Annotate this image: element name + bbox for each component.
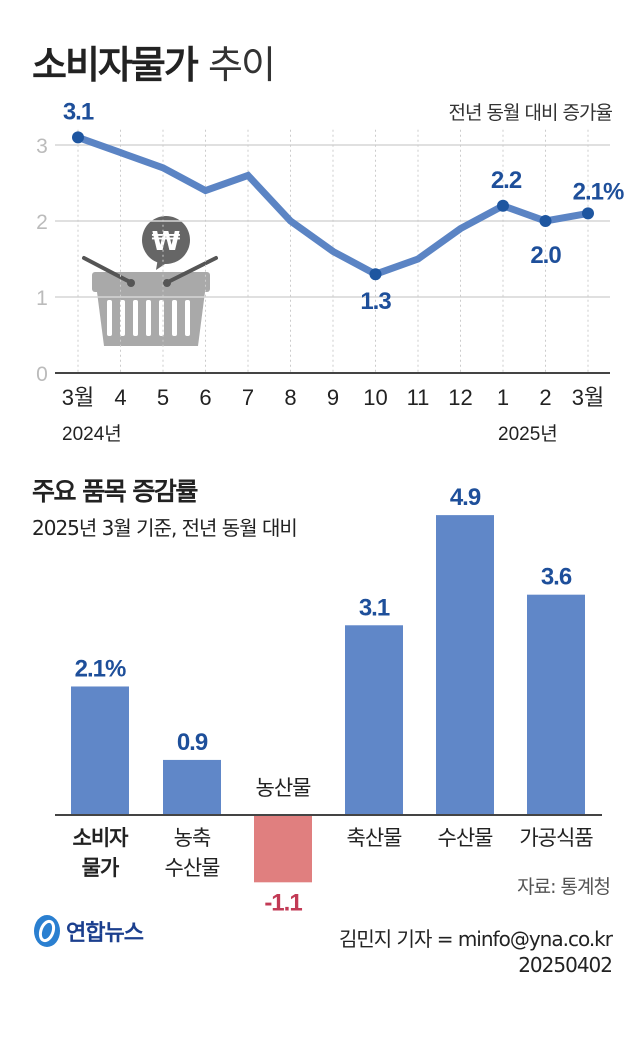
data-point (72, 131, 84, 144)
bar-chart-title: 주요 품목 증감률 (32, 477, 198, 506)
y-tick-label: 2 (36, 211, 48, 234)
title-light: 추이 (208, 43, 276, 87)
line-chart-unit-label: 전년 동월 대비 증가율 (448, 102, 613, 124)
x-tick-label: 5 (157, 385, 169, 410)
x-tick-label: 7 (242, 385, 254, 410)
shopping-basket-icon (82, 256, 218, 346)
bar-category-label: 농축 (174, 827, 211, 850)
bar-value-label: 2.1% (75, 655, 126, 682)
bar (527, 594, 585, 815)
yonhap-logo-text: 연합뉴스 (66, 921, 144, 946)
page-title: 소비자물가 추이 (32, 34, 276, 89)
x-tick-label: 9 (327, 385, 339, 410)
x-tick-label: 4 (114, 385, 126, 410)
bar-value-label: -1.1 (264, 889, 302, 916)
data-label: 2.1% (573, 178, 624, 205)
won-bubble-icon: ₩ (142, 216, 190, 270)
data-point (539, 215, 552, 227)
yonhap-logo-icon (34, 915, 60, 947)
bar-value-label: 4.9 (450, 484, 481, 511)
year-label: 2025년 (498, 423, 558, 445)
data-point (582, 207, 594, 220)
x-tick-label: 12 (448, 385, 472, 410)
bar-category-label: 소비자 (73, 827, 130, 850)
source-note: 자료: 통계청 (517, 876, 611, 898)
bar-category-label: 농산물 (256, 777, 312, 800)
bar-value-label: 3.1 (359, 594, 390, 621)
data-label: 1.3 (360, 288, 391, 315)
data-point (497, 199, 509, 212)
bar-category-label: 축산물 (347, 827, 403, 850)
svg-text:₩: ₩ (152, 227, 181, 257)
bar-chart-subtitle: 2025년 3월 기준, 전년 동월 대비 (32, 516, 298, 540)
bar-value-label: 3.6 (541, 564, 572, 591)
data-label: 2.0 (530, 242, 561, 269)
x-tick-label: 1 (497, 385, 509, 410)
x-tick-label: 2 (539, 385, 551, 410)
data-label: 3.1 (63, 98, 94, 125)
x-tick-label: 6 (199, 385, 211, 410)
data-label: 2.2 (491, 167, 522, 194)
y-tick-label: 1 (36, 287, 48, 310)
year-label: 2024년 (62, 423, 122, 445)
publish-date: 20250402 (518, 953, 613, 977)
reporter-credit: 김민지 기자 = minfo@yna.co.kr (339, 927, 613, 951)
x-tick-label: 3월 (62, 385, 94, 410)
y-tick-label: 3 (36, 135, 48, 158)
bar-category-label: 수산물 (165, 857, 221, 880)
x-tick-label: 8 (284, 385, 296, 410)
bar (436, 515, 494, 815)
bar-value-label: 0.9 (177, 729, 208, 756)
bar-category-label: 가공식품 (519, 827, 593, 850)
x-tick-label: 11 (407, 385, 430, 410)
bar-category-label: 물가 (82, 857, 120, 880)
bar (345, 625, 403, 815)
bar (254, 815, 312, 883)
bar-category-label: 수산물 (438, 827, 494, 850)
bar (163, 759, 221, 815)
x-tick-label: 10 (363, 385, 387, 410)
x-tick-label: 3월 (572, 385, 604, 410)
y-tick-label: 0 (36, 363, 48, 386)
data-point (369, 268, 382, 281)
title-bold: 소비자물가 (32, 43, 199, 87)
credit: 김민지 기자 = minfo@yna.co.kr 20250402 (339, 926, 613, 978)
yonhap-logo: 연합뉴스 (32, 914, 144, 948)
bar (71, 686, 129, 815)
